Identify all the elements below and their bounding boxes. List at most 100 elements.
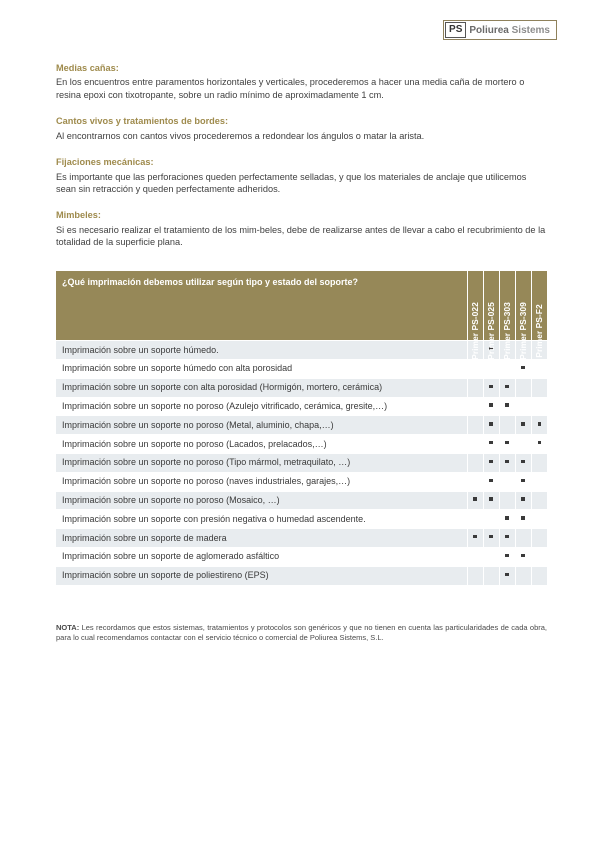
mark-cell — [531, 435, 547, 454]
mark-cell — [467, 359, 483, 378]
dot-icon — [521, 516, 525, 520]
section-body: Si es necesario realizar el tratamiento … — [56, 224, 547, 249]
table-row: Imprimación sobre un soporte con presión… — [56, 510, 547, 529]
mark-cell — [515, 378, 531, 397]
dot-icon — [538, 422, 542, 426]
mark-cell — [515, 566, 531, 584]
logo-bar: PS Poliurea Sistems — [56, 20, 557, 40]
row-label: Imprimación sobre un soporte no poroso (… — [56, 491, 467, 510]
table-row: Imprimación sobre un soporte no poroso (… — [56, 472, 547, 491]
mark-cell — [515, 472, 531, 491]
section: Mimbeles:Si es necesario realizar el tra… — [56, 209, 547, 248]
dot-icon — [489, 460, 493, 464]
table-row: Imprimación sobre un soporte no poroso (… — [56, 397, 547, 416]
mark-cell — [483, 491, 499, 510]
dot-icon — [521, 479, 525, 483]
primer-header: Primer PS-309 — [515, 271, 531, 341]
mark-cell — [467, 566, 483, 584]
mark-cell — [467, 453, 483, 472]
mark-cell — [531, 359, 547, 378]
mark-cell — [467, 472, 483, 491]
mark-cell — [531, 510, 547, 529]
mark-cell — [515, 397, 531, 416]
logo-text: Poliurea Sistems — [469, 25, 556, 36]
section-body: Es importante que las perforaciones qued… — [56, 171, 547, 196]
row-label: Imprimación sobre un soporte no poroso (… — [56, 453, 467, 472]
section-title: Medias cañas: — [56, 62, 547, 74]
dot-icon — [489, 422, 493, 426]
mark-cell — [467, 397, 483, 416]
nota-label: NOTA: — [56, 623, 79, 632]
mark-cell — [531, 472, 547, 491]
dot-icon — [489, 403, 493, 407]
mark-cell — [483, 359, 499, 378]
mark-cell — [531, 378, 547, 397]
dot-icon — [538, 441, 542, 445]
dot-icon — [505, 535, 509, 539]
mark-cell — [499, 435, 515, 454]
mark-cell — [499, 472, 515, 491]
row-label: Imprimación sobre un soporte de aglomera… — [56, 547, 467, 566]
logo: PS Poliurea Sistems — [443, 20, 557, 40]
dot-icon — [489, 385, 493, 389]
row-label: Imprimación sobre un soporte no poroso (… — [56, 397, 467, 416]
mark-cell — [515, 416, 531, 435]
table-question: ¿Qué imprimación debemos utilizar según … — [56, 271, 467, 341]
dot-icon — [521, 497, 525, 501]
section-title: Cantos vivos y tratamientos de bordes: — [56, 115, 547, 127]
nota: NOTA: Les recordamos que estos sistemas,… — [56, 623, 547, 643]
mark-cell — [499, 510, 515, 529]
dot-icon — [489, 535, 493, 539]
table-row: Imprimación sobre un soporte de poliesti… — [56, 566, 547, 584]
table-row: Imprimación sobre un soporte no poroso (… — [56, 416, 547, 435]
row-label: Imprimación sobre un soporte no poroso (… — [56, 435, 467, 454]
mark-cell — [499, 397, 515, 416]
row-label: Imprimación sobre un soporte no poroso (… — [56, 472, 467, 491]
primer-table: ¿Qué imprimación debemos utilizar según … — [56, 271, 547, 585]
dot-icon — [521, 422, 525, 426]
mark-cell — [499, 359, 515, 378]
primer-header: Primer PS-F2 — [531, 271, 547, 341]
dot-icon — [505, 441, 509, 445]
mark-cell — [467, 435, 483, 454]
mark-cell — [467, 378, 483, 397]
mark-cell — [467, 529, 483, 548]
mark-cell — [499, 491, 515, 510]
dot-icon — [489, 497, 493, 501]
mark-cell — [483, 435, 499, 454]
mark-cell — [483, 378, 499, 397]
dot-icon — [489, 479, 493, 483]
mark-cell — [499, 529, 515, 548]
row-label: Imprimación sobre un soporte con presión… — [56, 510, 467, 529]
dot-icon — [521, 460, 525, 464]
table-row: Imprimación sobre un soporte de aglomera… — [56, 547, 547, 566]
mark-cell — [467, 510, 483, 529]
dot-icon — [489, 441, 493, 445]
section-body: En los encuentros entre paramentos horiz… — [56, 76, 547, 101]
mark-cell — [515, 359, 531, 378]
table-row: Imprimación sobre un soporte húmedo con … — [56, 359, 547, 378]
mark-cell — [531, 529, 547, 548]
mark-cell — [531, 566, 547, 584]
row-label: Imprimación sobre un soporte húmedo. — [56, 341, 467, 360]
primer-header: Primer PS-025 — [483, 271, 499, 341]
section: Medias cañas: En los encuentros entre par… — [56, 62, 547, 101]
primer-table-wrap: ¿Qué imprimación debemos utilizar según … — [56, 271, 547, 585]
mark-cell — [531, 397, 547, 416]
table-row: Imprimación sobre un soporte de madera — [56, 529, 547, 548]
mark-cell — [499, 547, 515, 566]
table-row: Imprimación sobre un soporte no poroso (… — [56, 491, 547, 510]
dot-icon — [505, 403, 509, 407]
mark-cell — [483, 510, 499, 529]
dot-icon — [505, 385, 509, 389]
row-label: Imprimación sobre un soporte húmedo con … — [56, 359, 467, 378]
dot-icon — [505, 573, 509, 577]
dot-icon — [505, 516, 509, 520]
row-label: Imprimación sobre un soporte de madera — [56, 529, 467, 548]
primer-header: Primer PS-303 — [499, 271, 515, 341]
mark-cell — [531, 416, 547, 435]
mark-cell — [483, 547, 499, 566]
table-row: Imprimación sobre un soporte con alta po… — [56, 378, 547, 397]
mark-cell — [467, 491, 483, 510]
mark-cell — [483, 416, 499, 435]
